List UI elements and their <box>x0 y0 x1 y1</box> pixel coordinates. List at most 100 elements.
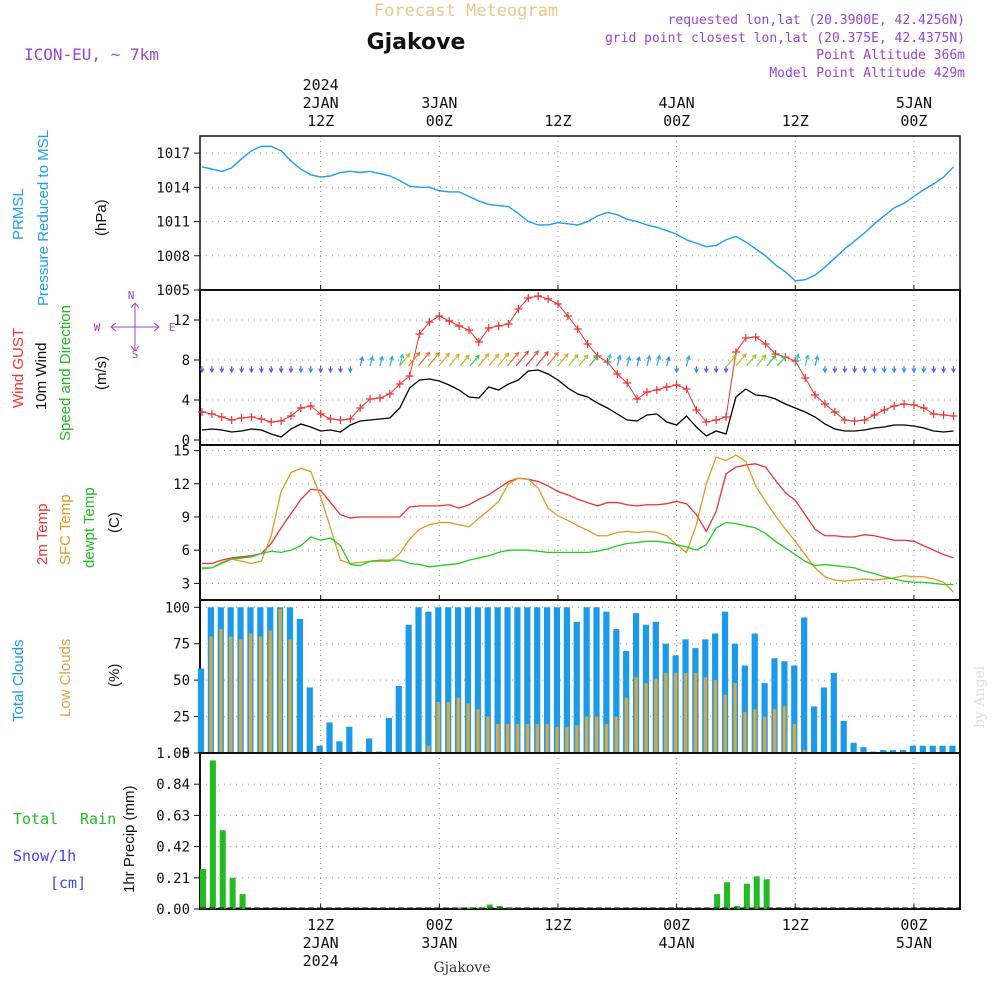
y-tick-label: 0.00 <box>156 902 190 918</box>
y-tick-label: 1005 <box>156 283 190 299</box>
gust-point <box>900 400 909 408</box>
gust-point <box>662 383 671 391</box>
gust-point <box>811 391 820 399</box>
low-cloud-bar <box>753 709 757 753</box>
gust-point <box>267 418 276 426</box>
panel-frame <box>199 752 961 910</box>
wind-arrow <box>588 355 598 367</box>
wind-arrow-head <box>593 355 599 361</box>
total-cloud-bar <box>899 750 907 753</box>
y-tick-label: 1011 <box>156 215 190 231</box>
wind-arrow-head <box>465 354 470 360</box>
wind-arrow <box>427 352 440 367</box>
bottom-time-label: 2024 <box>303 952 339 970</box>
wind-arrow <box>459 354 470 367</box>
wind-arrow <box>666 357 670 367</box>
wind-arrow-head <box>199 368 205 374</box>
low-cloud-bar <box>782 706 787 753</box>
precip-panel: 0.00 0.21 0.42 0.63 0.84 1.05 <box>156 746 961 918</box>
gust-point <box>801 374 810 382</box>
wind-arrow-head <box>626 355 632 361</box>
wind-arrow-head <box>656 354 662 360</box>
total-cloud-bar <box>919 745 926 753</box>
wind-arrow-head <box>318 368 324 374</box>
total-cloud-bar <box>751 633 758 753</box>
gust-point <box>761 340 770 348</box>
wind-arrow-head <box>931 368 937 374</box>
compass-w: W <box>94 321 101 334</box>
cloud-labels: Total Clouds Low Clouds (%) <box>10 639 123 722</box>
wind-arrow <box>379 356 383 367</box>
y-tick-label: 6 <box>182 543 190 559</box>
total-cloud-bar <box>395 685 402 753</box>
low-cloud-bar <box>644 683 648 753</box>
10m-wind-label: 10m Wind <box>33 342 50 410</box>
gust-point <box>346 415 355 423</box>
low-cloud-bar <box>594 716 599 753</box>
low-cloud-bar <box>229 636 233 753</box>
wind-arrow <box>756 354 767 367</box>
y-tick-label: 0 <box>182 433 190 449</box>
wind-arrow-head <box>583 354 589 360</box>
wind-arrow <box>506 352 519 367</box>
low-cloud-bar <box>555 726 559 753</box>
gust-point <box>198 408 206 416</box>
wind-arrow <box>408 352 421 367</box>
low-cloud-bar <box>446 702 450 753</box>
low-cloud-bar <box>723 694 727 753</box>
gust-point <box>534 292 543 300</box>
compass-rose: N W E S <box>94 289 176 361</box>
gust-point <box>395 380 404 388</box>
total-cloud-bar <box>553 607 561 753</box>
gust-point <box>504 320 513 328</box>
top-time-label: 12Z <box>307 112 334 130</box>
gust-point <box>722 413 731 421</box>
total-cloud-bar <box>850 742 857 753</box>
wind-arrow-head <box>911 368 917 374</box>
rain-bar <box>753 876 760 909</box>
y-tick-label: 12 <box>173 477 190 493</box>
gust-point <box>919 404 928 412</box>
gust-point <box>356 404 365 412</box>
gust-point <box>840 416 849 424</box>
wind-labels: Wind GUST 10m Wind Speed and Direction (… <box>10 305 110 441</box>
wind-arrow-head <box>534 350 540 356</box>
total-cloud-bar <box>425 611 432 753</box>
ms-unit-label: (m/s) <box>93 356 110 390</box>
gust-point <box>336 416 345 424</box>
low-cloud-bar <box>476 709 480 753</box>
wind-arrow-head <box>941 368 947 374</box>
low-cloud-bar <box>456 697 460 753</box>
rain-bar <box>724 882 731 909</box>
total-cloud-bar <box>316 745 323 753</box>
low-cloud-bar <box>802 750 806 753</box>
gust-point <box>366 395 375 403</box>
total-cloud-bar <box>721 611 729 753</box>
gust-point <box>326 415 335 423</box>
wind-arrow-head <box>646 354 652 360</box>
y-tick-label: 25 <box>173 710 190 726</box>
total-cloud-bar <box>484 607 491 753</box>
wind-arrow-head <box>665 356 671 362</box>
y-tick-label: 1014 <box>156 180 190 196</box>
wind-arrow <box>578 354 589 367</box>
pressure-reduced-label: Pressure Reduced to MSL <box>35 130 52 306</box>
gust-point <box>672 381 681 389</box>
total-cloud-bar <box>791 665 798 753</box>
y-tick-label: 50 <box>173 673 190 689</box>
gust-point <box>613 370 622 378</box>
low-cloud-bar <box>614 716 619 753</box>
model-label: ICON-EU, ~ 7km <box>24 45 159 64</box>
wind-arrow-head <box>795 353 800 359</box>
wind-arrow <box>766 355 776 367</box>
y-tick-label: 4 <box>182 393 190 409</box>
top-time-label: 00Z <box>900 112 927 130</box>
y-tick-label: 0.21 <box>156 871 190 887</box>
wind-arrow-head <box>862 368 867 374</box>
wind-arrow <box>497 352 510 367</box>
y-tick-label: 1008 <box>156 249 190 265</box>
low-cloud-bar <box>248 633 253 753</box>
requested-coords: requested lon,lat (20.3900E, 42.4256N) <box>668 13 965 28</box>
wind-arrow-head <box>328 368 333 374</box>
total-cloud-bar <box>524 607 531 753</box>
